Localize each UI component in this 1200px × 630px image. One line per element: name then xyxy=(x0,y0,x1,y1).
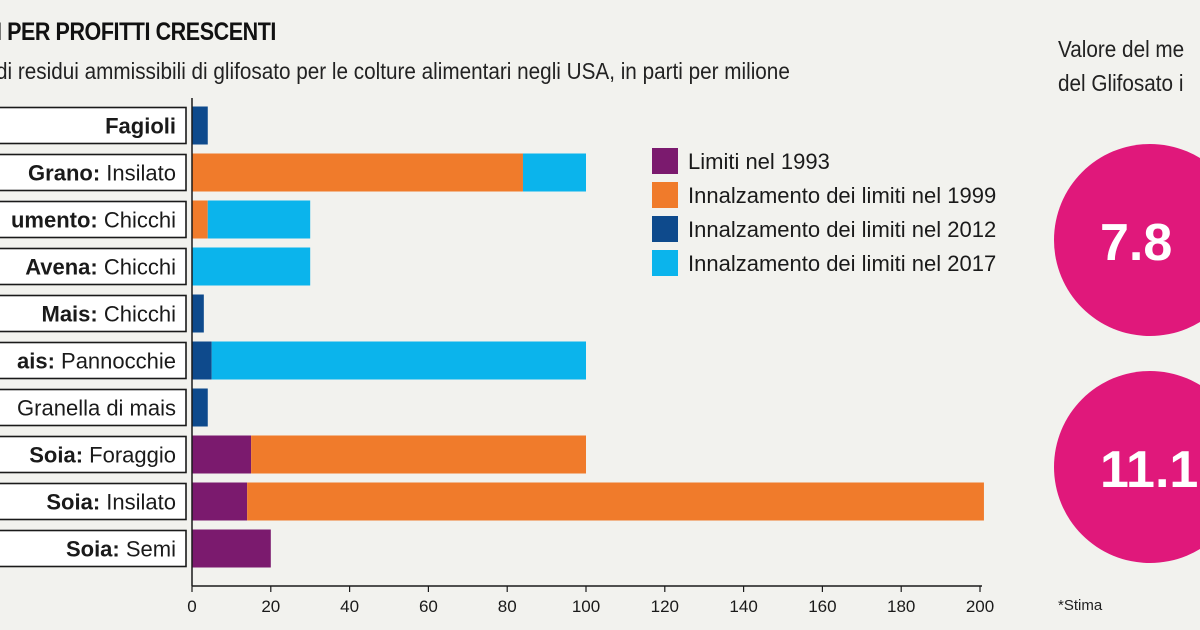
category-label-frame xyxy=(0,435,187,474)
legend-label: Innalzamento dei limiti nel 2017 xyxy=(688,251,996,276)
legend-swatch xyxy=(652,250,678,276)
category-label-box: Soia: Insilato xyxy=(0,482,187,521)
category-label-box: umento: Chicchi xyxy=(0,200,187,239)
category-label-crop: umento: xyxy=(11,208,98,233)
bar-segment xyxy=(192,388,208,427)
category-label: Soia: Insilato xyxy=(46,490,176,515)
bar-segment xyxy=(192,294,204,333)
x-tick-label: 20 xyxy=(261,597,280,616)
category-label-part: Pannocchie xyxy=(55,349,176,374)
bar-segment xyxy=(211,341,586,380)
category-label-box: Avena: Chicchi xyxy=(0,247,187,286)
category-label: Grano: Insilato xyxy=(28,161,176,186)
x-tick-label: 80 xyxy=(498,597,517,616)
category-label-crop: Grano: xyxy=(28,161,100,186)
category-label-box: Fagioli xyxy=(0,106,187,145)
category-label-frame xyxy=(0,247,187,286)
bar-segment xyxy=(192,482,248,521)
bar-segment xyxy=(522,153,586,192)
category-label-part: Insilato xyxy=(100,490,176,515)
category-label-box: Soia: Semi xyxy=(0,529,187,568)
category-label-crop: Avena: xyxy=(25,255,98,280)
category-label-frame xyxy=(0,529,187,568)
side-bubbles: 7.8 11.1 xyxy=(1054,144,1200,563)
x-axis: 0 20 40 60 80 100 120 140 160 180 200 xyxy=(187,98,994,616)
bar-segment xyxy=(192,435,252,474)
category-label-frame xyxy=(0,482,187,521)
category-label-box: ais: Pannocchie xyxy=(0,341,187,380)
side-title-line-1: Valore del me xyxy=(1058,36,1185,62)
chart-subtitle: di residui ammissibili di glifosato per … xyxy=(0,58,790,84)
x-tick-label: 40 xyxy=(340,597,359,616)
side-title-line-2: del Glifosato i xyxy=(1058,70,1184,96)
category-label-crop: ais: xyxy=(17,349,55,374)
bar-segment xyxy=(251,435,586,474)
legend-swatch xyxy=(652,148,678,174)
bar-segment xyxy=(192,529,271,568)
category-label-crop: Soia: xyxy=(29,443,83,468)
legend-swatch xyxy=(652,216,678,242)
legend-label: Innalzamento dei limiti nel 1999 xyxy=(688,183,996,208)
x-tick-label: 100 xyxy=(572,597,600,616)
category-label-part: Chicchi xyxy=(98,208,176,233)
legend: Limiti nel 1993 Innalzamento dei limiti n… xyxy=(652,148,996,276)
category-label-crop: Soia: xyxy=(66,537,120,562)
category-label-part: Semi xyxy=(120,537,176,562)
category-label-frame xyxy=(0,106,187,145)
value-bubble-label: 11.1 xyxy=(1100,441,1198,499)
category-label-frame xyxy=(0,153,187,192)
category-label-part: Chicchi xyxy=(98,302,176,327)
bar-segment xyxy=(247,482,984,521)
bars xyxy=(192,106,984,568)
bar-segment xyxy=(192,200,208,239)
category-label-part: Chicchi xyxy=(98,255,176,280)
bar-segment xyxy=(192,341,212,380)
chart-title: I PER PROFITTI CRESCENTI xyxy=(0,18,276,46)
x-tick-label: 140 xyxy=(729,597,757,616)
category-label-box: Granella di mais xyxy=(0,388,187,427)
category-label: ais: Pannocchie xyxy=(17,349,176,374)
category-label: Soia: Foraggio xyxy=(29,443,176,468)
x-tick-label: 120 xyxy=(651,597,679,616)
bar-segment xyxy=(192,106,208,145)
category-label-part: Foraggio xyxy=(83,443,176,468)
bar-segment xyxy=(207,200,311,239)
category-label-box: Mais: Chicchi xyxy=(0,294,187,333)
x-tick-label: 200 xyxy=(966,597,994,616)
x-tick-label: 0 xyxy=(187,597,196,616)
category-label: Avena: Chicchi xyxy=(25,255,176,280)
value-bubble xyxy=(1054,144,1200,336)
category-label-frame xyxy=(0,341,187,380)
footnote: *Stima xyxy=(1058,597,1103,614)
category-label: Mais: Chicchi xyxy=(42,302,177,327)
side-panel-title: Valore del me del Glifosato i xyxy=(1058,32,1184,100)
x-tick-label: 60 xyxy=(419,597,438,616)
value-bubble-label: 7.8 xyxy=(1100,214,1172,272)
category-label-box: Soia: Foraggio xyxy=(0,435,187,474)
category-label: Granella di mais xyxy=(17,396,176,421)
category-label-frame xyxy=(0,388,187,427)
category-label-box: Grano: Insilato xyxy=(0,153,187,192)
category-label: Fagioli xyxy=(105,114,176,139)
category-label-part: Granella di mais xyxy=(17,396,176,421)
bar-segment xyxy=(192,247,311,286)
bar-segment xyxy=(192,153,523,192)
category-label: Soia: Semi xyxy=(66,537,176,562)
category-label-crop: Mais: xyxy=(42,302,98,327)
category-label-part: Insilato xyxy=(100,161,176,186)
category-label-crop: Soia: xyxy=(46,490,100,515)
legend-swatch xyxy=(652,182,678,208)
legend-label: Innalzamento dei limiti nel 2012 xyxy=(688,217,996,242)
category-label-crop: Fagioli xyxy=(105,114,176,139)
x-tick-label: 180 xyxy=(887,597,915,616)
x-tick-label: 160 xyxy=(808,597,836,616)
legend-label: Limiti nel 1993 xyxy=(688,149,830,174)
category-label-frame xyxy=(0,200,187,239)
category-label: umento: Chicchi xyxy=(11,208,176,233)
category-label-frame xyxy=(0,294,187,333)
value-bubble xyxy=(1054,371,1200,563)
